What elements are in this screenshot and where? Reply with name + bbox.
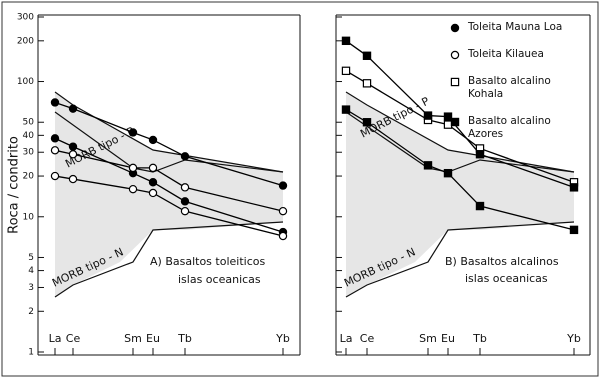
point [68, 174, 78, 184]
x-tick-label: Tb [472, 332, 487, 345]
point [68, 104, 78, 113]
point [341, 105, 351, 114]
point [443, 112, 453, 121]
point [50, 134, 60, 143]
morb-fields [54, 91, 575, 298]
point [128, 128, 138, 137]
y-tick-label: 1 [28, 348, 34, 358]
point [475, 150, 485, 159]
point [180, 197, 190, 206]
x-tick-label: Sm [419, 332, 437, 345]
point [180, 183, 190, 192]
point [362, 51, 372, 60]
y-tick-label: 40 [23, 131, 35, 141]
point [68, 142, 78, 151]
point [569, 183, 579, 192]
point [423, 161, 433, 170]
y-tick-label: 3 [28, 283, 34, 293]
y-tick-label: 2 [28, 307, 34, 317]
x-tick-label: Eu [146, 332, 160, 345]
point [362, 118, 372, 127]
annotation: A) Basaltos toleiticos [150, 255, 265, 268]
point [180, 206, 190, 216]
legend-marker [450, 77, 460, 87]
point [50, 171, 60, 181]
point [569, 225, 579, 235]
x-tick-label: Yb [275, 332, 290, 345]
x-tick-label: Ce [360, 332, 375, 345]
y-axis-label: Roca / condrito [7, 136, 22, 234]
y-tick-label: 300 [17, 13, 34, 23]
point [128, 184, 138, 194]
point [278, 206, 288, 216]
y-tick-label: 4 [28, 266, 34, 276]
legend-marker [450, 117, 460, 127]
y-tick-label: 20 [23, 172, 35, 182]
legend-marker [450, 50, 460, 60]
point [128, 163, 138, 173]
point [50, 98, 60, 107]
point [180, 152, 190, 161]
point [443, 168, 453, 178]
x-tick-label: La [340, 332, 353, 345]
legend-label: Toleita Kilauea [468, 48, 544, 60]
legend-label: Toleita Mauna Loa [468, 21, 563, 33]
legend-label: Basalto alcalino Azores [468, 115, 551, 140]
legend-marker [450, 23, 460, 33]
y-tick-label: 200 [17, 36, 34, 46]
annotation: B) Basaltos alcalinos [445, 255, 559, 268]
point [341, 36, 351, 46]
point [475, 201, 485, 211]
y-tick-label: 50 [23, 118, 35, 128]
legend-label: Basalto alcalino Kohala [468, 75, 551, 100]
y-tick-label: 30 [23, 148, 35, 158]
annotation: islas oceanicas [178, 273, 261, 286]
point [341, 66, 351, 76]
y-tick-label: 10 [23, 212, 35, 222]
x-tick-label: Tb [177, 332, 192, 345]
point [148, 135, 158, 145]
point [278, 231, 288, 241]
y-tick-label: 100 [17, 77, 34, 87]
point [50, 146, 60, 155]
point [68, 150, 78, 159]
point [148, 178, 158, 187]
x-tick-label: Ce [66, 332, 81, 345]
annotation: islas oceanicas [465, 272, 548, 285]
point [443, 120, 453, 129]
point [148, 188, 158, 198]
x-tick-label: La [49, 332, 62, 345]
point [423, 111, 433, 120]
point [362, 79, 372, 88]
x-tick-label: Eu [441, 332, 455, 345]
x-tick-label: Yb [566, 332, 581, 345]
y-tick-label: 5 [28, 253, 34, 263]
x-tick-label: Sm [124, 332, 142, 345]
point [278, 181, 288, 190]
point [148, 163, 158, 173]
